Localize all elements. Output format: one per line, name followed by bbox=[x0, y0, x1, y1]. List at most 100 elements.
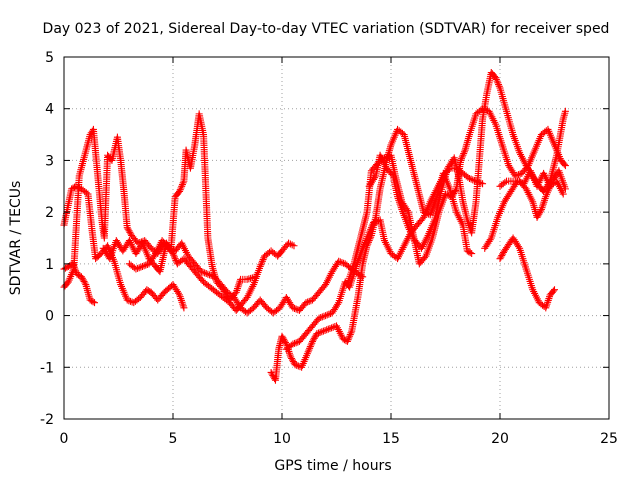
data-point bbox=[492, 75, 500, 83]
data-point bbox=[460, 150, 468, 158]
data-point bbox=[561, 185, 569, 193]
data-point bbox=[309, 337, 317, 345]
data-point bbox=[347, 329, 355, 337]
data-point bbox=[287, 353, 295, 361]
data-point bbox=[281, 337, 289, 345]
data-point bbox=[323, 326, 331, 334]
data-point bbox=[551, 286, 558, 294]
data-point bbox=[321, 326, 329, 334]
y-tick-label: 0 bbox=[45, 309, 54, 325]
data-point bbox=[199, 268, 207, 276]
data-point bbox=[206, 271, 214, 279]
data-point bbox=[346, 331, 354, 339]
data-point bbox=[328, 324, 336, 332]
data-point bbox=[495, 81, 503, 89]
data-point bbox=[291, 361, 299, 369]
data-point bbox=[324, 325, 332, 333]
data-point bbox=[448, 193, 456, 201]
data-point bbox=[289, 304, 297, 312]
data-point bbox=[138, 262, 146, 270]
data-point bbox=[165, 244, 173, 252]
data-point bbox=[89, 298, 97, 306]
data-point bbox=[318, 328, 326, 336]
data-point bbox=[465, 248, 473, 256]
data-point bbox=[313, 330, 321, 338]
data-point bbox=[463, 247, 471, 255]
x-tick-label: 10 bbox=[273, 431, 291, 447]
data-point bbox=[179, 179, 187, 187]
x-tick-label: 15 bbox=[382, 431, 400, 447]
data-point bbox=[180, 304, 188, 312]
data-point bbox=[315, 329, 323, 337]
data-point bbox=[258, 257, 266, 265]
x-tick-label: 5 bbox=[169, 431, 178, 447]
data-point bbox=[367, 225, 375, 233]
data-point bbox=[549, 287, 557, 295]
data-point bbox=[468, 250, 476, 258]
data-point bbox=[302, 299, 310, 307]
data-point bbox=[142, 261, 150, 269]
data-point bbox=[515, 171, 523, 179]
data-point bbox=[323, 311, 331, 319]
data-point bbox=[289, 340, 297, 348]
data-point bbox=[256, 262, 264, 270]
data-point bbox=[457, 156, 465, 164]
data-point bbox=[128, 298, 136, 306]
data-point bbox=[318, 313, 326, 321]
data-point bbox=[170, 246, 178, 254]
data-point bbox=[533, 213, 541, 221]
data-point bbox=[135, 264, 143, 272]
data-point bbox=[125, 297, 133, 305]
data-point bbox=[278, 332, 286, 340]
data-point bbox=[257, 261, 265, 269]
data-point bbox=[207, 271, 215, 279]
data-point bbox=[123, 296, 131, 304]
data-point bbox=[534, 212, 542, 220]
data-point bbox=[343, 337, 351, 345]
data-point bbox=[367, 224, 375, 232]
data-point bbox=[177, 184, 185, 192]
data-point bbox=[178, 181, 186, 189]
data-point bbox=[280, 335, 288, 343]
data-point bbox=[292, 339, 300, 347]
data-point bbox=[315, 314, 323, 322]
data-point bbox=[450, 190, 458, 198]
data-point bbox=[63, 263, 71, 271]
data-point bbox=[495, 82, 503, 90]
data-point bbox=[338, 259, 346, 267]
axes: 0 5 10 15 20 25 -2 -1 0 1 2 3 4 5 bbox=[40, 50, 618, 447]
data-point bbox=[322, 312, 330, 320]
data-point bbox=[279, 334, 287, 342]
data-point bbox=[560, 160, 568, 168]
data-point bbox=[124, 225, 132, 233]
data-point bbox=[137, 263, 145, 271]
x-tick-label: 25 bbox=[600, 431, 618, 447]
data-point bbox=[368, 222, 376, 230]
data-point bbox=[178, 182, 186, 190]
data-point bbox=[421, 254, 429, 262]
data-point bbox=[166, 245, 174, 253]
data-point bbox=[310, 334, 318, 342]
series-track-7 bbox=[282, 164, 487, 353]
data-point bbox=[289, 358, 297, 366]
data-point bbox=[344, 336, 352, 344]
data-point bbox=[320, 312, 328, 320]
data-point bbox=[467, 175, 475, 183]
data-point bbox=[80, 277, 88, 285]
data-point bbox=[388, 170, 396, 178]
data-point bbox=[384, 153, 392, 161]
data-point bbox=[197, 268, 205, 276]
data-point bbox=[466, 249, 474, 257]
x-tick-label: 0 bbox=[60, 431, 69, 447]
data-point bbox=[497, 253, 505, 261]
data-point bbox=[259, 256, 267, 264]
data-point bbox=[77, 273, 85, 281]
y-tick-label: 1 bbox=[45, 257, 54, 273]
data-point bbox=[499, 250, 507, 258]
data-point bbox=[134, 264, 142, 272]
data-point bbox=[176, 186, 184, 194]
data-point bbox=[496, 255, 504, 263]
y-axis-label: SDTVAR / TECUs bbox=[8, 181, 24, 296]
data-point bbox=[69, 260, 77, 268]
